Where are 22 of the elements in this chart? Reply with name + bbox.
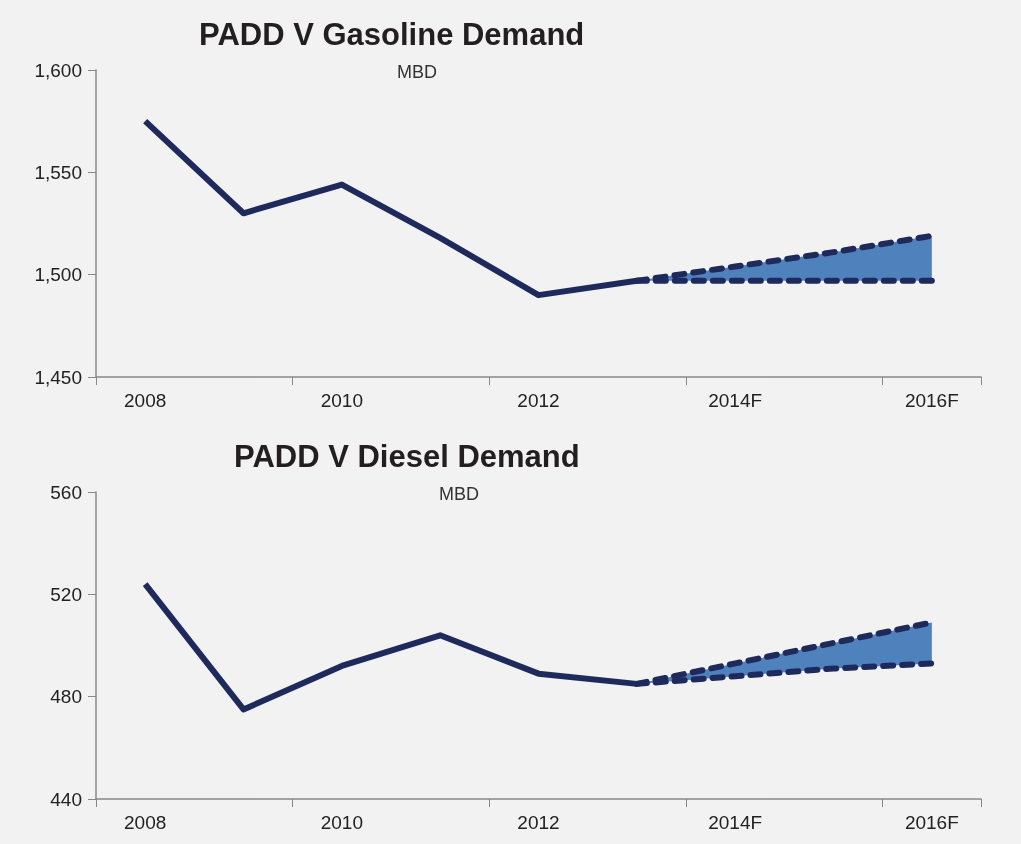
x-tick-label: 2016F xyxy=(904,812,959,833)
y-tick-label: 440 xyxy=(50,788,82,810)
x-tick-label: 2014F xyxy=(708,390,763,411)
y-tick-label: 520 xyxy=(50,583,82,605)
x-tick-label: 2008 xyxy=(124,390,167,411)
x-tick-label: 2012 xyxy=(517,390,560,411)
x-tick-label: 2014F xyxy=(708,812,763,833)
chart-subtitle: MBD xyxy=(439,484,479,504)
y-tick-label: 1,500 xyxy=(34,264,82,286)
y-tick-label: 1,550 xyxy=(34,161,82,183)
y-tick-label: 560 xyxy=(50,481,82,503)
chart-subtitle: MBD xyxy=(397,62,437,82)
x-tick-label: 2016F xyxy=(904,390,959,411)
x-tick-label: 2012 xyxy=(517,812,560,833)
y-tick-label: 480 xyxy=(50,686,82,708)
x-tick-label: 2008 xyxy=(124,812,167,833)
x-tick-label: 2010 xyxy=(320,812,363,833)
chart-title: PADD V Diesel Demand xyxy=(234,439,580,474)
y-tick-label: 1,450 xyxy=(34,366,82,388)
x-tick-label: 2010 xyxy=(320,390,363,411)
chart-title: PADD V Gasoline Demand xyxy=(199,17,585,52)
y-tick-label: 1,600 xyxy=(34,59,82,81)
